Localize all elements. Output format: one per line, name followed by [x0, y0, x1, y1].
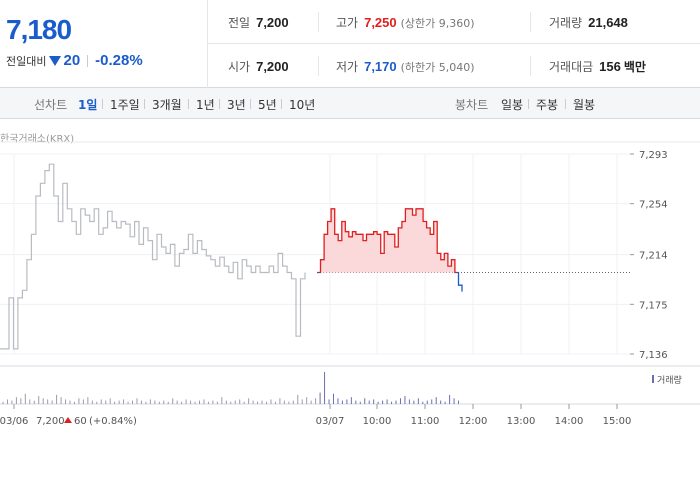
change-value: 20 — [63, 52, 81, 69]
up-triangle-icon — [64, 417, 72, 423]
stats-panel: 전일 7,200 고가 7,250 (상한가 9,360) 거래량 21,648… — [208, 0, 700, 88]
stat-value: 21,648 — [588, 15, 628, 30]
tab-divider — [219, 99, 220, 109]
change-percent: -0.28% — [95, 52, 143, 69]
tab-3year[interactable]: 3년 — [227, 98, 246, 112]
x-tick-label: 14:00 — [555, 416, 584, 427]
prev-day-price: 7,200 — [36, 416, 65, 427]
x-tick-label: 11:00 — [411, 416, 440, 427]
stat-label: 전일 — [228, 16, 251, 30]
tab-1day[interactable]: 1일 — [78, 98, 98, 112]
price-line-day1 — [0, 163, 306, 350]
y-tick-label: 7,175 — [639, 300, 668, 311]
down-triangle-icon — [49, 55, 62, 66]
stat-label: 고가 — [336, 16, 359, 30]
tab-1week[interactable]: 1주일 — [110, 98, 140, 112]
current-price: 7,180 — [6, 14, 72, 45]
x-tick-label: 03/07 — [316, 416, 345, 427]
tab-divider — [102, 99, 103, 109]
stat-divider — [318, 56, 319, 76]
stat-value: 7,200 — [256, 59, 289, 74]
stat-value: 7,170 — [364, 59, 397, 74]
y-tick-label: 7,254 — [639, 200, 668, 211]
volume-legend-swatch — [652, 375, 654, 383]
x-tick-label: 12:00 — [459, 416, 488, 427]
prev-day-change: 60 — [74, 416, 87, 427]
quote-summary: 7,180 전일대비 20 -0.28% 전일 7,200 고가 7,250 (… — [0, 0, 700, 88]
stat-unit: 백만 — [623, 60, 646, 74]
tab-divider — [188, 99, 189, 109]
y-tick-label: 7,214 — [639, 251, 668, 262]
price-line-day2-up — [317, 208, 460, 273]
y-tick-label: 7,136 — [639, 350, 668, 361]
tab-divider — [565, 99, 566, 109]
prev-day-pct: (+0.84%) — [89, 416, 137, 427]
tab-weekly-candle[interactable]: 주봉 — [536, 98, 559, 112]
stat-volume: 거래량 21,648 — [549, 14, 628, 31]
chart-axes: 7,293 7,254 7,214 7,175 7,136 03/06 03/07 10:00… — [0, 150, 668, 427]
stat-low: 저가 7,170 (하한가 5,040) — [336, 58, 475, 75]
stat-divider — [530, 56, 531, 76]
stat-open: 시가 7,200 — [228, 58, 289, 75]
stat-value: 7,250 — [364, 15, 397, 30]
chart-tab-bar: 선차트 1일 1주일 3개월 1년 3년 5년 10년 봉차트 일봉 주봉 월봉 — [0, 88, 700, 119]
lower-limit: (하한가 5,040) — [400, 61, 475, 74]
tab-1year[interactable]: 1년 — [196, 98, 215, 112]
stat-high: 고가 7,250 (상한가 9,360) — [336, 14, 475, 31]
chart-plot — [0, 163, 630, 350]
volume-legend-label: 거래량 — [657, 374, 682, 386]
x-tick-label: 13:00 — [507, 416, 536, 427]
stat-label: 거래대금 — [549, 60, 594, 74]
stat-value: 7,200 — [256, 15, 289, 30]
tab-monthly-candle[interactable]: 월봉 — [573, 98, 596, 112]
tab-divider — [528, 99, 529, 109]
tab-divider — [250, 99, 251, 109]
price-area-up — [317, 208, 462, 273]
chart-grid — [0, 141, 700, 405]
price-box: 7,180 전일대비 20 -0.28% — [0, 0, 208, 88]
tab-10year[interactable]: 10년 — [289, 98, 316, 112]
stat-turnover: 거래대금 156 백만 — [549, 58, 646, 75]
x-tick-label: 10:00 — [363, 416, 392, 427]
stat-label: 거래량 — [549, 16, 583, 30]
change-row: 전일대비 20 -0.28% — [6, 52, 143, 69]
chart-source: 한국거래소(KRX) — [0, 134, 75, 145]
x-tick-label: 15:00 — [603, 416, 632, 427]
stats-row-1: 전일 7,200 고가 7,250 (상한가 9,360) 거래량 21,648 — [208, 0, 700, 44]
stat-prev-close: 전일 7,200 — [228, 14, 289, 31]
stat-divider — [530, 12, 531, 32]
x-tick-label: 03/06 — [0, 416, 28, 427]
tab-3month[interactable]: 3개월 — [152, 98, 182, 112]
tab-5year[interactable]: 5년 — [258, 98, 277, 112]
tab-daily-candle[interactable]: 일봉 — [501, 98, 524, 112]
tab-divider — [281, 99, 282, 109]
candle-chart-label: 봉차트 — [455, 98, 489, 112]
tab-divider — [144, 99, 145, 109]
change-label: 전일대비 — [6, 54, 47, 68]
stat-value: 156 — [599, 59, 621, 74]
volume-chart: 거래량 — [2, 372, 682, 404]
stats-row-2: 시가 7,200 저가 7,170 (하한가 5,040) 거래대금 156 백… — [208, 44, 700, 88]
upper-limit: (상한가 9,360) — [400, 17, 475, 30]
y-tick-label: 7,293 — [639, 150, 668, 161]
change-divider — [87, 54, 89, 67]
stat-label: 저가 — [336, 60, 359, 74]
price-chart: 거래량 7,293 7,254 7,214 7,175 7,136 03/06 03/07 1… — [0, 141, 700, 427]
line-chart-label: 선차트 — [34, 98, 68, 112]
stat-label: 시가 — [228, 60, 251, 74]
stat-divider — [318, 12, 319, 32]
